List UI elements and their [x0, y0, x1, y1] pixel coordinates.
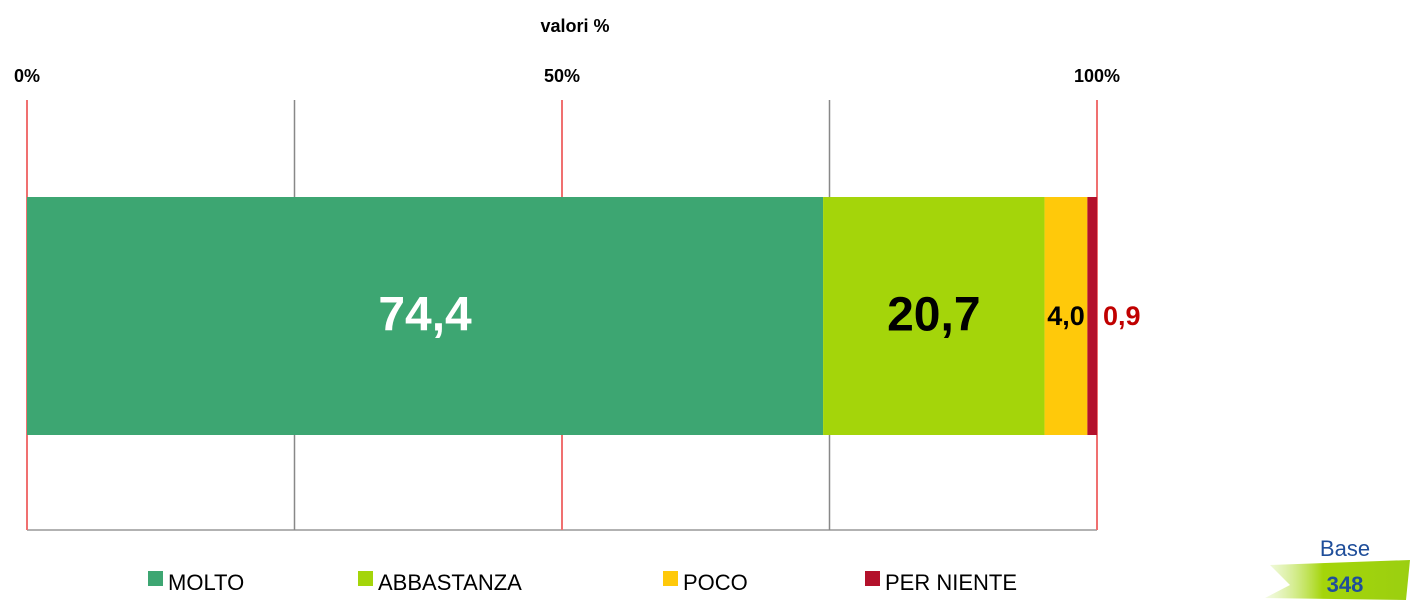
legend-label: ABBASTANZA — [378, 570, 522, 595]
legend-label: POCO — [683, 570, 748, 595]
base-highlight — [1265, 560, 1410, 600]
legend-label: PER NIENTE — [885, 570, 1017, 595]
x-tick-label: 50% — [544, 66, 580, 86]
bar-segment — [1044, 197, 1088, 435]
x-tick-label: 100% — [1074, 66, 1120, 86]
bar-segment — [27, 197, 824, 435]
legend-swatch — [148, 571, 163, 586]
base-value: 348 — [1327, 572, 1364, 597]
axis-label: valori % — [540, 16, 609, 36]
data-label: 0,9 — [1103, 301, 1141, 331]
legend-swatch — [358, 571, 373, 586]
data-label: 20,7 — [887, 289, 980, 342]
data-label: 74,4 — [378, 289, 472, 342]
bar-segment — [1087, 197, 1097, 435]
base-label: Base — [1320, 536, 1370, 561]
data-label: 4,0 — [1047, 301, 1085, 331]
legend-swatch — [865, 571, 880, 586]
bar-segment — [823, 197, 1045, 435]
x-tick-label: 0% — [14, 66, 40, 86]
legend-swatch — [663, 571, 678, 586]
legend-label: MOLTO — [168, 570, 244, 595]
